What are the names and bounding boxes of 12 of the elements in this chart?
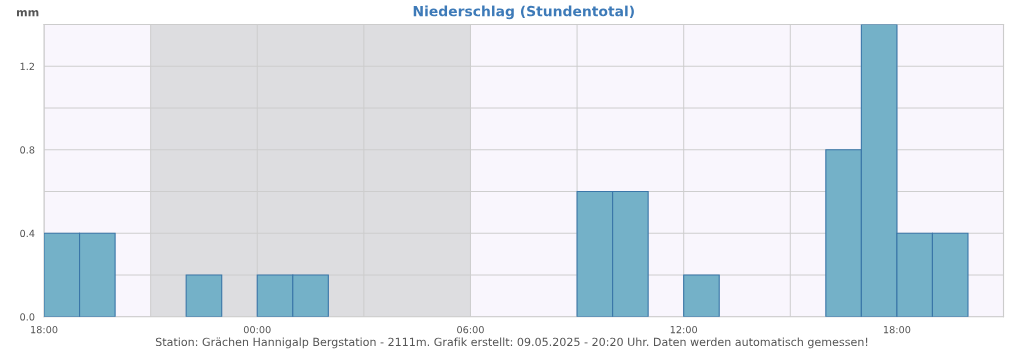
x-tick-label: 18:00 xyxy=(31,325,58,334)
y-axis-title: mm xyxy=(17,10,39,17)
y-tick-label: 0.0 xyxy=(20,313,35,321)
y-tick-label: 0.8 xyxy=(20,146,35,154)
y-tick-label: 0.4 xyxy=(20,229,35,238)
y-tick-label: 1.2 xyxy=(20,62,35,70)
chart-title: Niederschlag (Stundentotal) xyxy=(413,5,634,20)
text: Station: Grächen Hannigalp Bergstation - 2111m. Grafik erstellt: 09.05.2025 - 20:20 Uhr. Daten werden automatisch gemessen! xyxy=(155,337,868,349)
x-tick-label: 12:00 xyxy=(670,325,698,334)
x-tick-label: 18:00 xyxy=(883,325,911,334)
x-tick-label: 06:00 xyxy=(457,325,484,334)
x-tick-label: 00:00 xyxy=(243,325,271,334)
